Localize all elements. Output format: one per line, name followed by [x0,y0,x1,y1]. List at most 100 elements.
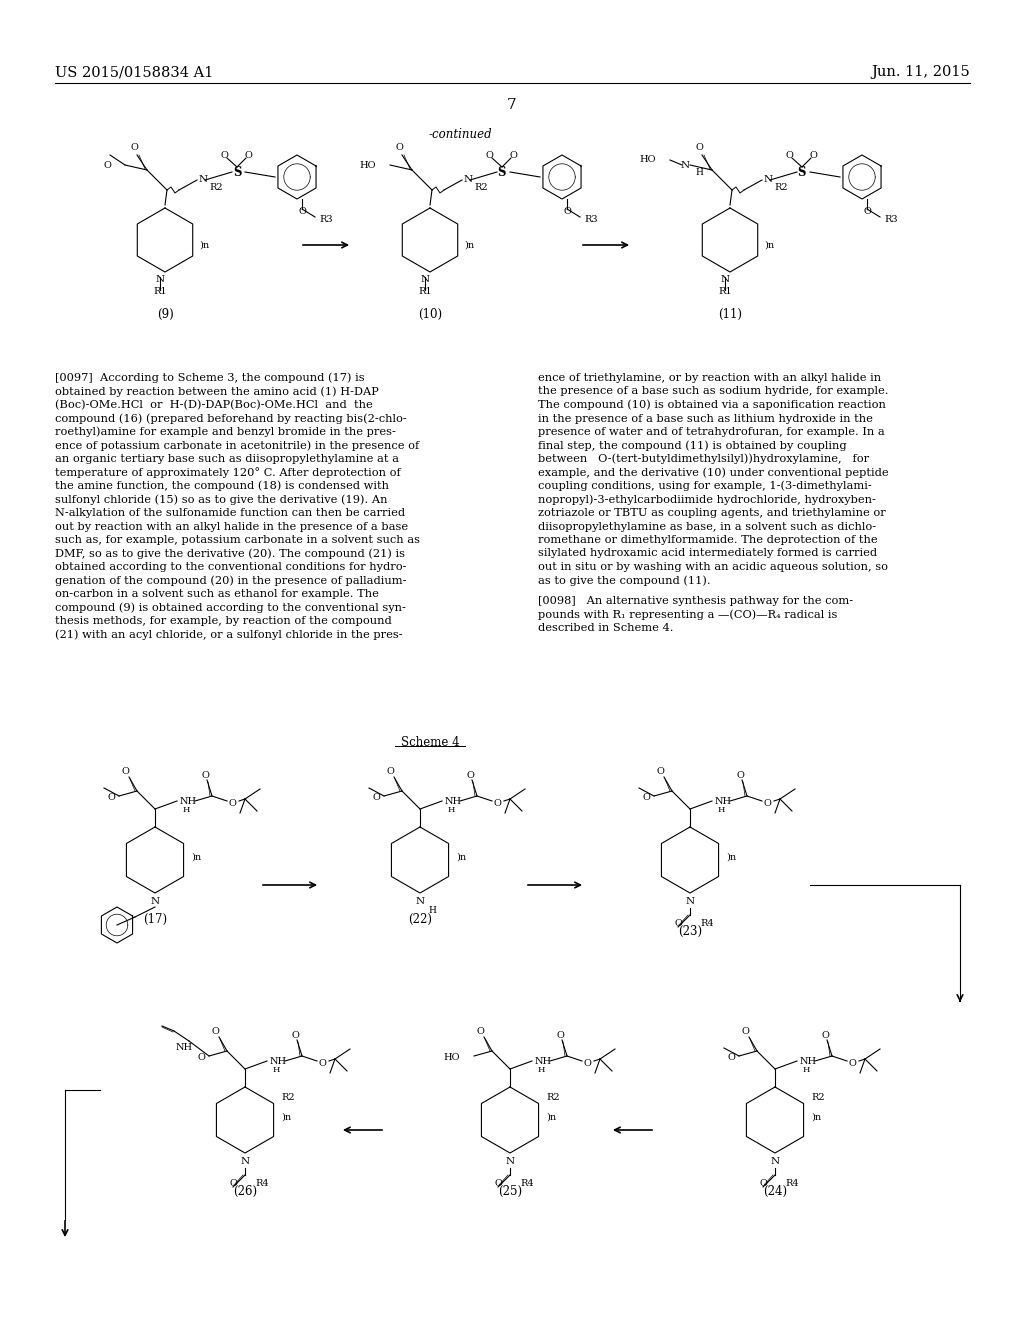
Text: in the presence of a base such as lithium hydroxide in the: in the presence of a base such as lithiu… [538,413,872,424]
Text: )n: )n [726,853,736,862]
Text: )n: )n [456,853,466,862]
Text: 7: 7 [507,98,517,112]
Text: H: H [718,807,725,814]
Text: O: O [318,1059,326,1068]
Text: O: O [103,161,111,169]
Text: out by reaction with an alkyl halide in the presence of a base: out by reaction with an alkyl halide in … [55,521,409,532]
Text: O: O [228,799,236,808]
Text: HO: HO [640,156,656,165]
Text: NH: NH [175,1044,193,1052]
Text: R2: R2 [811,1093,824,1101]
Text: (9): (9) [157,308,173,321]
Text: N-alkylation of the sulfonamide function can then be carried: N-alkylation of the sulfonamide function… [55,508,406,517]
Text: [0097]  According to Scheme 3, the compound (17) is: [0097] According to Scheme 3, the compou… [55,372,365,383]
Text: final step, the compound (11) is obtained by coupling: final step, the compound (11) is obtaine… [538,440,847,451]
Text: NH: NH [715,796,732,805]
Text: O: O [642,793,650,803]
Text: O: O [485,152,493,161]
Text: R1: R1 [154,288,167,297]
Text: HO: HO [359,161,376,169]
Text: (21) with an acyl chloride, or a sulfonyl chloride in the pres-: (21) with an acyl chloride, or a sulfony… [55,630,402,640]
Text: R2: R2 [209,183,222,193]
Text: N: N [156,276,165,285]
Text: O: O [108,793,115,803]
Text: thesis methods, for example, by reaction of the compound: thesis methods, for example, by reaction… [55,616,392,626]
Text: O: O [211,1027,219,1036]
Text: O: O [695,144,702,153]
Text: N: N [199,176,208,185]
Text: R2: R2 [546,1093,560,1101]
Text: H: H [695,168,702,177]
Text: such as, for example, potassium carbonate in a solvent such as: such as, for example, potassium carbonat… [55,535,420,545]
Text: compound (16) (prepared beforehand by reacting bis(2-chlo-: compound (16) (prepared beforehand by re… [55,413,407,424]
Text: )n: )n [191,853,201,862]
Text: R3: R3 [584,214,598,223]
Text: O: O [220,152,228,161]
Text: O: O [197,1053,205,1063]
Text: US 2015/0158834 A1: US 2015/0158834 A1 [55,65,213,79]
Text: genation of the compound (20) in the presence of palladium-: genation of the compound (20) in the pre… [55,576,407,586]
Text: NH: NH [180,796,198,805]
Text: temperature of approximately 120° C. After deprotection of: temperature of approximately 120° C. Aft… [55,467,400,478]
Text: presence of water and of tetrahydrofuran, for example. In a: presence of water and of tetrahydrofuran… [538,426,885,437]
Text: O: O [229,1179,237,1188]
Text: HO: HO [443,1053,460,1063]
Text: O: O [727,1053,735,1063]
Text: O: O [741,1027,749,1036]
Text: -continued: -continued [428,128,492,141]
Text: )n: )n [546,1113,556,1122]
Text: O: O [785,152,793,161]
Text: pounds with R₁ representing a —(CO)—R₄ radical is: pounds with R₁ representing a —(CO)—R₄ r… [538,609,838,619]
Text: )n: )n [811,1113,821,1122]
Text: (11): (11) [718,308,742,321]
Text: (22): (22) [408,912,432,925]
Text: O: O [763,799,771,808]
Text: R4: R4 [255,1179,268,1188]
Text: O: O [848,1059,856,1068]
Text: sulfonyl chloride (15) so as to give the derivative (19). An: sulfonyl chloride (15) so as to give the… [55,494,387,504]
Text: R3: R3 [319,214,333,223]
Text: O: O [386,767,394,776]
Text: NH: NH [535,1056,552,1065]
Text: O: O [298,207,306,216]
Text: O: O [201,771,209,780]
Text: H: H [449,807,456,814]
Text: H: H [183,807,190,814]
Text: zotriazole or TBTU as coupling agents, and triethylamine or: zotriazole or TBTU as coupling agents, a… [538,508,886,517]
Text: R4: R4 [700,919,714,928]
Text: (24): (24) [763,1184,787,1197]
Text: O: O [466,771,474,780]
Text: N: N [764,176,773,185]
Text: )n: )n [764,240,774,249]
Text: (23): (23) [678,924,702,937]
Text: DMF, so as to give the derivative (20). The compound (21) is: DMF, so as to give the derivative (20). … [55,548,406,558]
Text: R2: R2 [474,183,487,193]
Text: [0098]   An alternative synthesis pathway for the com-: [0098] An alternative synthesis pathway … [538,595,853,606]
Text: R1: R1 [718,288,732,297]
Text: O: O [476,1027,484,1036]
Text: obtained according to the conventional conditions for hydro-: obtained according to the conventional c… [55,562,407,572]
Text: )n: )n [199,240,209,249]
Text: R1: R1 [418,288,432,297]
Text: ence of potassium carbonate in acetonitrile) in the presence of: ence of potassium carbonate in acetonitr… [55,440,419,451]
Text: H: H [538,1067,546,1074]
Text: romethane or dimethylformamide. The deprotection of the: romethane or dimethylformamide. The depr… [538,535,878,545]
Text: H: H [428,906,436,915]
Text: (17): (17) [143,912,167,925]
Text: H: H [273,1067,281,1074]
Text: roethyl)amine for example and benzyl bromide in the pres-: roethyl)amine for example and benzyl bro… [55,426,396,437]
Text: the presence of a base such as sodium hydride, for example.: the presence of a base such as sodium hy… [538,387,889,396]
Text: NH: NH [800,1056,817,1065]
Text: N: N [241,1156,250,1166]
Text: ence of triethylamine, or by reaction with an alkyl halide in: ence of triethylamine, or by reaction wi… [538,374,881,383]
Text: O: O [736,771,744,780]
Text: O: O [291,1031,299,1040]
Text: NH: NH [270,1056,287,1065]
Text: Scheme 4: Scheme 4 [400,735,460,748]
Text: N: N [721,276,729,285]
Text: O: O [656,767,664,776]
Text: O: O [556,1031,564,1040]
Text: the amine function, the compound (18) is condensed with: the amine function, the compound (18) is… [55,480,389,491]
Text: N: N [464,176,473,185]
Text: O: O [121,767,129,776]
